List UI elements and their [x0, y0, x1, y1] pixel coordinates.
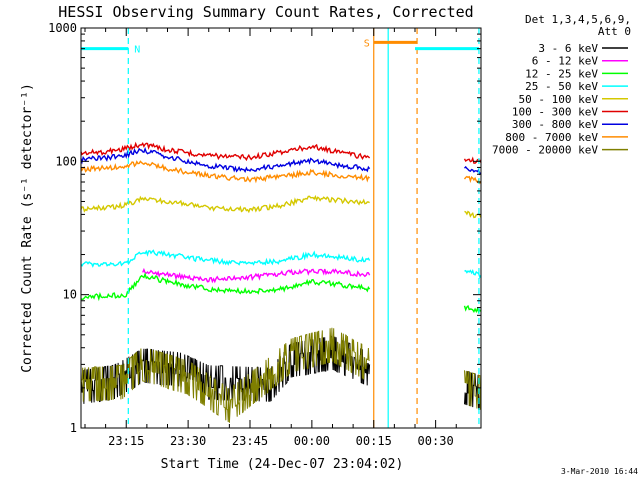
- series-layer: [80, 141, 482, 423]
- legend-label: 6 - 12 keV: [532, 55, 599, 68]
- legend-label: 7000 - 20000 keV: [492, 144, 598, 157]
- series-50-100-kev-trace: [80, 194, 370, 214]
- axes: 1 10 100 1000 23:15 23:30 23:45 00:00 00:15 00:30: [48, 21, 481, 448]
- y-tick-label: 1: [70, 421, 77, 435]
- x-tick-label: 23:30: [170, 434, 206, 448]
- series-800-7000-kev-trace: [463, 175, 482, 185]
- legend-header-line-2: Att 0: [598, 25, 631, 38]
- series-12-25-kev-trace: [80, 272, 371, 302]
- event-lines: NS: [80, 28, 480, 428]
- series-7000-20000-kev-trace: [464, 370, 482, 410]
- x-tick-label: 00:30: [418, 434, 454, 448]
- legend-label: 300 - 800 keV: [512, 118, 598, 131]
- y-axis-label: Corrected Count Rate (s⁻¹ detector⁻¹): [20, 83, 35, 373]
- legend-label: 50 - 100 keV: [519, 93, 599, 106]
- legend-label: 100 - 300 keV: [512, 106, 598, 119]
- x-tick-label: 23:45: [232, 434, 268, 448]
- series-100-300-kev-trace: [80, 141, 371, 162]
- legend-label: 3 - 6 keV: [538, 42, 598, 55]
- x-tick-label: 00:00: [294, 434, 330, 448]
- legend-header-line-1: Det 1,3,4,5,6,9,: [525, 13, 631, 26]
- plot-frame: [80, 27, 482, 429]
- y-tick-label: 1000: [48, 21, 77, 35]
- series-25-50-kev-trace: [80, 249, 371, 268]
- series-25-50-kev-trace: [464, 269, 482, 279]
- series-12-25-kev-trace: [463, 304, 482, 314]
- x-axis-label: Start Time (24-Dec-07 23:04:02): [161, 457, 404, 472]
- x-tick-label: 23:15: [108, 434, 144, 448]
- timestamp-footer: 3-Mar-2010 16:44: [561, 467, 638, 476]
- annotation-s: S: [364, 38, 370, 49]
- legend-label: 800 - 7000 keV: [505, 131, 598, 144]
- series-800-7000-kev-trace: [80, 160, 371, 184]
- series-6-12-kev-trace: [142, 267, 371, 284]
- annotation-n: N: [134, 45, 140, 56]
- legend-label: 25 - 50 keV: [525, 80, 598, 93]
- series-300-800-kev-trace: [463, 165, 482, 176]
- y-tick-label: 10: [63, 288, 77, 302]
- x-tick-label: 00:15: [356, 434, 392, 448]
- series-300-800-kev-trace: [80, 146, 371, 174]
- y-tick-label: 100: [55, 154, 77, 168]
- series-7000-20000-kev-trace: [80, 327, 370, 423]
- legend-label: 12 - 25 keV: [525, 67, 598, 80]
- chart-title: HESSI Observing Summary Count Rates, Cor…: [58, 3, 473, 21]
- series-100-300-kev-trace: [463, 156, 482, 164]
